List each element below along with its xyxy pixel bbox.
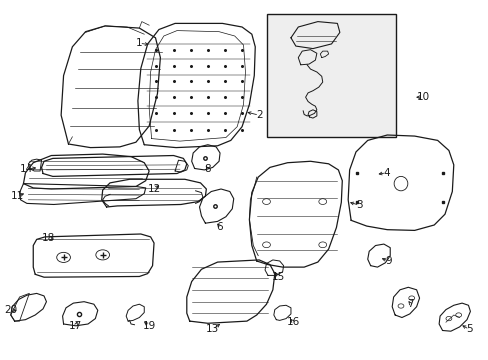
Text: 10: 10 bbox=[416, 92, 428, 102]
Text: 4: 4 bbox=[382, 168, 389, 178]
Text: 13: 13 bbox=[205, 324, 219, 334]
Text: 1: 1 bbox=[136, 38, 142, 48]
Text: 9: 9 bbox=[385, 256, 391, 266]
FancyBboxPatch shape bbox=[266, 14, 395, 137]
Text: 17: 17 bbox=[69, 321, 82, 331]
Text: 7: 7 bbox=[407, 299, 413, 309]
Text: 20: 20 bbox=[4, 305, 17, 315]
Text: 5: 5 bbox=[465, 324, 472, 334]
Text: 11: 11 bbox=[10, 191, 24, 201]
Text: 16: 16 bbox=[286, 317, 300, 327]
Text: 19: 19 bbox=[142, 321, 156, 331]
Text: 12: 12 bbox=[147, 184, 161, 194]
Text: 6: 6 bbox=[216, 222, 223, 232]
Text: 18: 18 bbox=[42, 233, 56, 243]
Text: 3: 3 bbox=[355, 200, 362, 210]
Text: 2: 2 bbox=[255, 110, 262, 120]
Text: 14: 14 bbox=[20, 164, 34, 174]
Text: 8: 8 bbox=[204, 164, 211, 174]
Text: 15: 15 bbox=[271, 272, 285, 282]
